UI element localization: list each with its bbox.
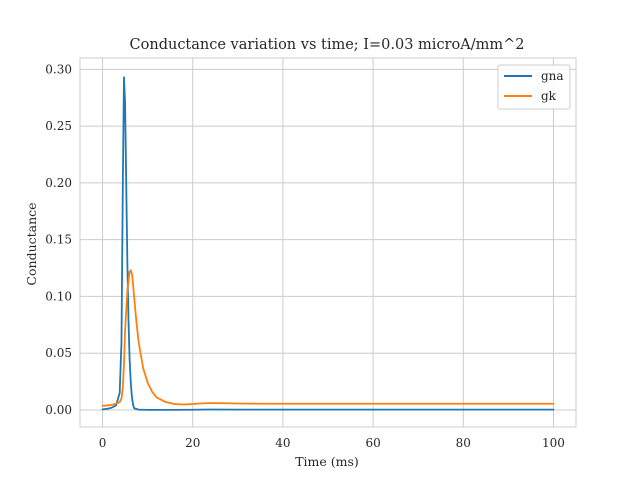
x-tick-label: 40	[275, 436, 290, 450]
x-tick-label: 100	[542, 436, 565, 450]
legend: gna gk	[497, 64, 571, 110]
y-tick-label: 0.30	[45, 62, 72, 76]
y-tick-label: 0.00	[45, 403, 72, 417]
y-tick-labels: 0.00 0.05 0.10 0.15 0.20 0.25 0.30	[45, 62, 72, 417]
chart-title: Conductance variation vs time; I=0.03 mi…	[130, 37, 525, 53]
y-axis-title: Conductance	[24, 202, 39, 285]
legend-label-gk: gk	[541, 89, 557, 103]
series-layer	[101, 76, 555, 411]
series-line-gk	[101, 269, 555, 407]
y-tick-label: 0.25	[45, 119, 72, 133]
x-axis-title: Time (ms)	[295, 454, 359, 469]
y-tick-label: 0.10	[45, 289, 72, 303]
x-tick-label: 60	[365, 436, 380, 450]
x-tick-label: 80	[456, 436, 471, 450]
legend-label-gna: gna	[541, 69, 564, 83]
x-tick-label: 0	[99, 436, 107, 450]
x-grid	[102, 58, 554, 427]
y-tick-label: 0.05	[45, 346, 72, 360]
y-tick-label: 0.15	[45, 233, 72, 247]
x-tick-labels: 0 20 40 60 80 100	[99, 436, 565, 450]
plot-frame	[79, 57, 577, 428]
y-tick-label: 0.20	[45, 176, 72, 190]
x-tick-label: 20	[185, 436, 200, 450]
series-line-gna	[101, 76, 555, 411]
